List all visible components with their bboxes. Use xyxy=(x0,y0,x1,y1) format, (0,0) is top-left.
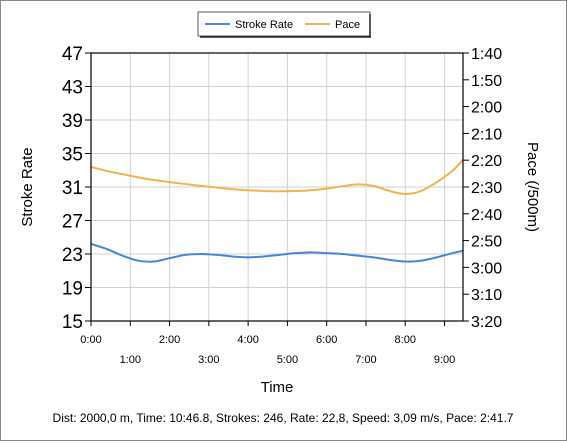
y-axis-right-title: Pace (/500m) xyxy=(524,142,541,232)
legend: Stroke Rate Pace xyxy=(197,11,371,38)
legend-label-stroke-rate: Stroke Rate xyxy=(235,19,293,31)
series-line-pace xyxy=(90,158,464,195)
right-tick-label: 3:20 xyxy=(471,314,502,331)
y-axis-left-title: Stroke Rate xyxy=(19,147,36,226)
left-tick-label: 39 xyxy=(62,111,83,132)
right-tick-label: 3:00 xyxy=(471,260,502,277)
right-tick-label: 1:50 xyxy=(471,73,502,90)
left-tick-label: 47 xyxy=(62,44,83,65)
series-layer xyxy=(90,158,464,263)
left-axis: 47 43 39 35 31 27 23 19 15 xyxy=(62,44,91,333)
right-tick-label: 2:20 xyxy=(471,153,502,170)
x-tick-label: 7:00 xyxy=(355,354,376,366)
x-axis: 0:00 2:00 4:00 6:00 8:00 1:00 3:00 5:00 7:00 9:00 xyxy=(80,321,455,366)
right-tick-label: 2:40 xyxy=(471,207,502,224)
left-tick-label: 35 xyxy=(62,145,83,166)
right-tick-label: 3:10 xyxy=(471,287,502,304)
grid xyxy=(91,53,463,321)
x-tick-label: 2:00 xyxy=(159,334,180,346)
x-tick-label: 9:00 xyxy=(434,354,455,366)
right-tick-label: 2:00 xyxy=(471,100,502,117)
right-tick-label: 1:40 xyxy=(471,46,502,63)
left-tick-label: 31 xyxy=(62,178,83,199)
x-tick-label: 3:00 xyxy=(198,354,219,366)
summary-footer: Dist: 2000,0 m, Time: 10:46.8, Strokes: … xyxy=(53,411,514,425)
series-line-stroke-rate xyxy=(90,242,464,263)
x-tick-label: 1:00 xyxy=(120,354,141,366)
x-axis-title: Time xyxy=(261,379,294,396)
right-tick-label: 2:30 xyxy=(471,180,502,197)
right-tick-label: 2:10 xyxy=(471,126,502,143)
legend-label-pace: Pace xyxy=(335,19,360,31)
left-tick-label: 19 xyxy=(62,279,83,300)
x-tick-label: 5:00 xyxy=(277,354,298,366)
x-tick-label: 0:00 xyxy=(80,334,101,346)
left-tick-label: 23 xyxy=(62,245,83,266)
left-tick-label: 27 xyxy=(62,212,83,233)
left-tick-label: 15 xyxy=(62,312,83,333)
x-tick-label: 4:00 xyxy=(237,334,258,346)
left-tick-label: 43 xyxy=(62,78,83,99)
right-tick-label: 2:50 xyxy=(471,234,502,251)
x-tick-label: 6:00 xyxy=(316,334,337,346)
x-tick-label: 8:00 xyxy=(395,334,416,346)
right-axis: 1:40 1:50 2:00 2:10 2:20 2:30 2:40 2:50 3:00 3:10… xyxy=(463,46,502,331)
